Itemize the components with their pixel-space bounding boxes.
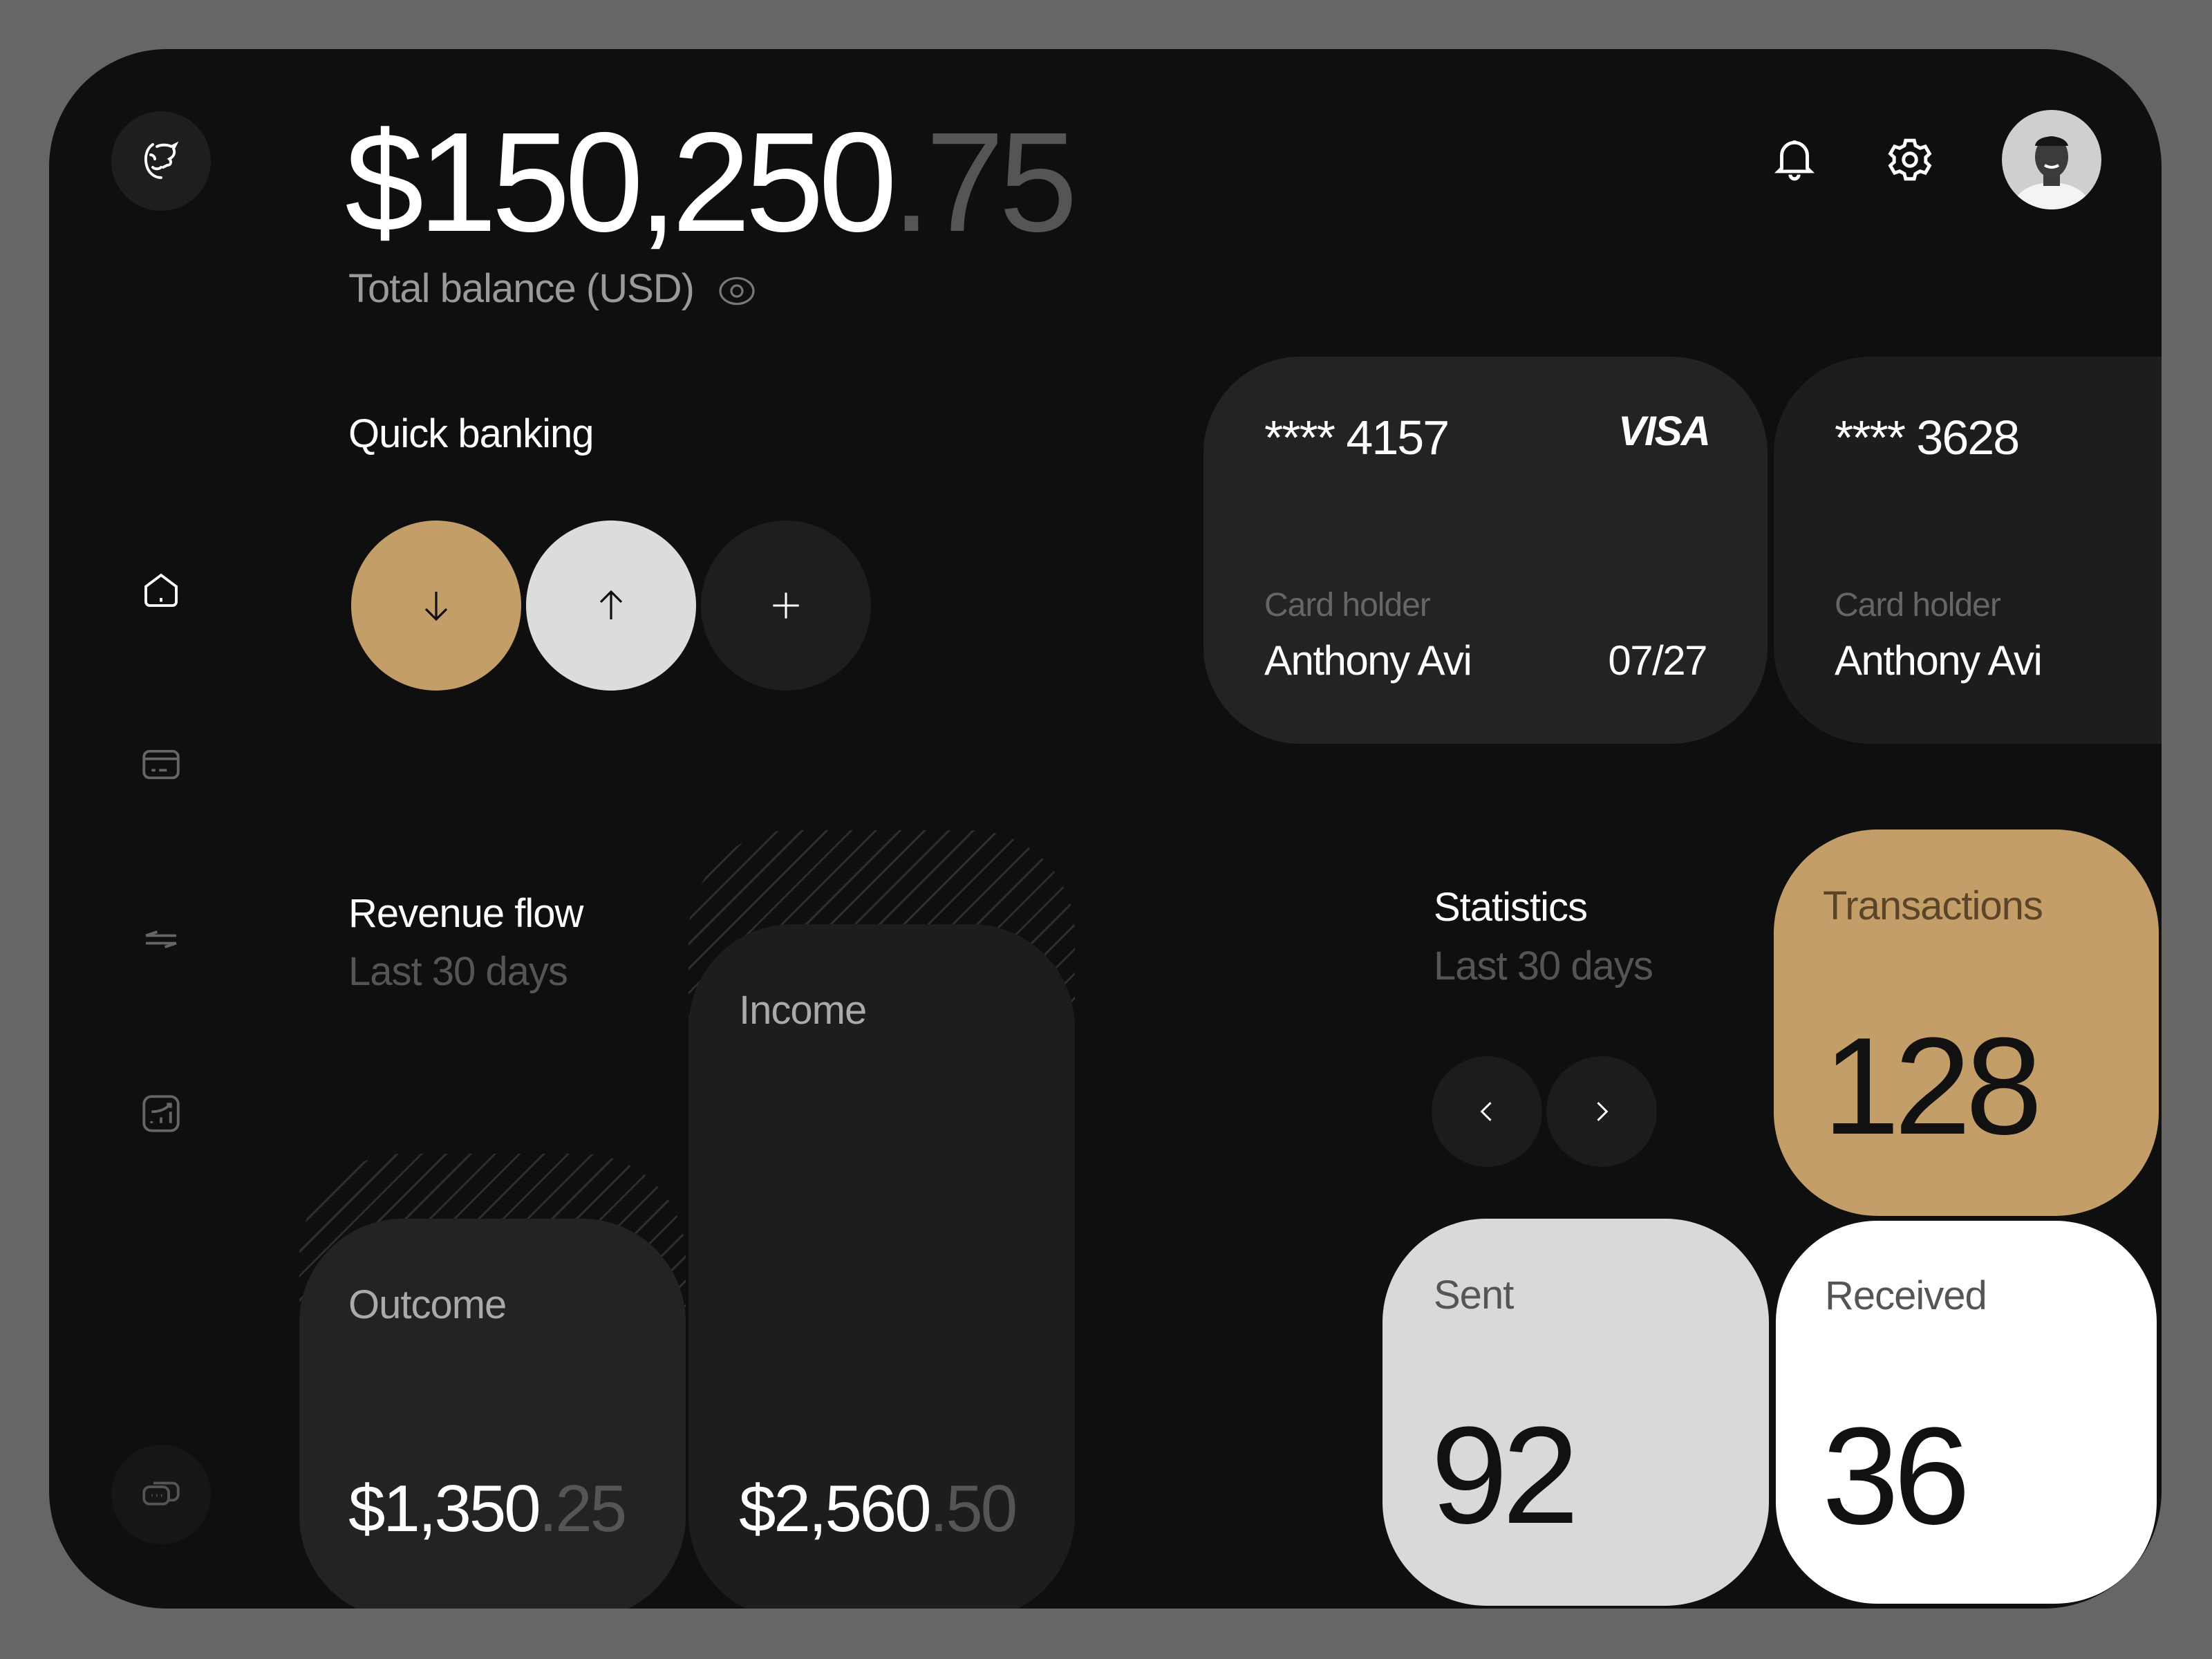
revenue-subtitle: Last 30 days [348, 949, 568, 994]
card-holder-name: Anthony Avi [1835, 637, 2043, 684]
sidebar-item-cards[interactable] [138, 742, 184, 787]
statistics-title: Statistics [1434, 885, 1588, 930]
sidebar-item-analytics[interactable] [138, 1091, 184, 1136]
chevron-left-icon [1472, 1096, 1502, 1127]
outcome-amount: $1,350.25 [348, 1476, 627, 1542]
settings-button[interactable] [1884, 134, 1936, 185]
arrow-down-icon [415, 585, 457, 626]
quick-banking-title: Quick banking [348, 411, 594, 456]
plus-icon [767, 586, 805, 625]
balance-cents: .75 [892, 103, 1078, 261]
sidebar-item-transfers[interactable] [138, 917, 184, 962]
chart-icon [138, 1091, 184, 1136]
avatar[interactable] [2002, 110, 2101, 209]
sent-value: 92 [1431, 1398, 1579, 1553]
arrow-up-icon [590, 585, 632, 626]
transactions-value: 128 [1823, 1009, 2043, 1163]
transactions-label: Transactions [1823, 883, 2043, 928]
eye-icon [715, 269, 759, 313]
bell-icon [1769, 134, 1820, 185]
transfer-icon [138, 917, 184, 962]
balance-label: Total balance (USD) [348, 266, 695, 311]
previous-button[interactable] [1432, 1056, 1542, 1167]
chat-icon [138, 1472, 184, 1517]
received-tile[interactable]: Received 36 [1774, 1219, 2159, 1606]
toggle-visibility-button[interactable] [715, 269, 759, 313]
sent-tile[interactable]: Sent 92 [1382, 1219, 1769, 1606]
dashboard-frame: $150,250.75 Total balance (USD) Quick ba… [49, 49, 2162, 1609]
receive-button[interactable] [351, 521, 521, 691]
income-amount-cents: .50 [929, 1472, 1018, 1546]
income-tile[interactable]: Income $2,560.50 [688, 924, 1075, 1609]
card-3628[interactable]: **** 3628 Card holder Anthony Avi [1774, 357, 2162, 744]
home-icon [138, 568, 184, 613]
statistics-subtitle: Last 30 days [1434, 944, 1653, 988]
outcome-tile[interactable]: Outcome $1,350.25 [299, 1219, 686, 1609]
card-holder-name: Anthony Avi [1264, 637, 1472, 684]
revenue-title: Revenue flow [348, 891, 583, 936]
card-holder-label: Card holder [1264, 587, 1431, 624]
card-holder-label: Card holder [1835, 587, 2001, 624]
outcome-amount-main: $1,350 [348, 1472, 541, 1546]
income-amount: $2,560.50 [739, 1476, 1018, 1542]
income-label: Income [739, 988, 867, 1033]
card-expiry: 07/27 [1608, 637, 1707, 684]
add-button[interactable] [701, 521, 871, 691]
card-number: **** 4157 [1264, 411, 1450, 465]
visa-logo: VISA [1618, 408, 1711, 454]
card-4157[interactable]: **** 4157 VISA Card holder Anthony Avi 0… [1203, 357, 1768, 744]
transactions-tile[interactable]: Transactions 128 [1774, 830, 2159, 1216]
send-button[interactable] [526, 521, 696, 691]
income-amount-main: $2,560 [739, 1472, 932, 1546]
logo-button[interactable] [111, 111, 211, 211]
next-button[interactable] [1546, 1056, 1657, 1167]
card-number: **** 3628 [1835, 411, 2020, 465]
outcome-label: Outcome [348, 1282, 507, 1327]
chat-button[interactable] [111, 1445, 211, 1544]
outcome-amount-cents: .25 [538, 1472, 627, 1546]
sidebar-item-home[interactable] [138, 568, 184, 613]
card-icon [138, 742, 184, 787]
notifications-button[interactable] [1769, 134, 1820, 185]
bull-logo-icon [136, 136, 186, 186]
gear-icon [1884, 134, 1936, 185]
balance-main: $150,250 [345, 103, 897, 261]
received-value: 36 [1822, 1399, 1970, 1553]
sent-label: Sent [1434, 1273, 1514, 1318]
total-balance: $150,250.75 [345, 111, 1078, 253]
chevron-right-icon [1586, 1096, 1617, 1127]
received-label: Received [1825, 1273, 1987, 1318]
